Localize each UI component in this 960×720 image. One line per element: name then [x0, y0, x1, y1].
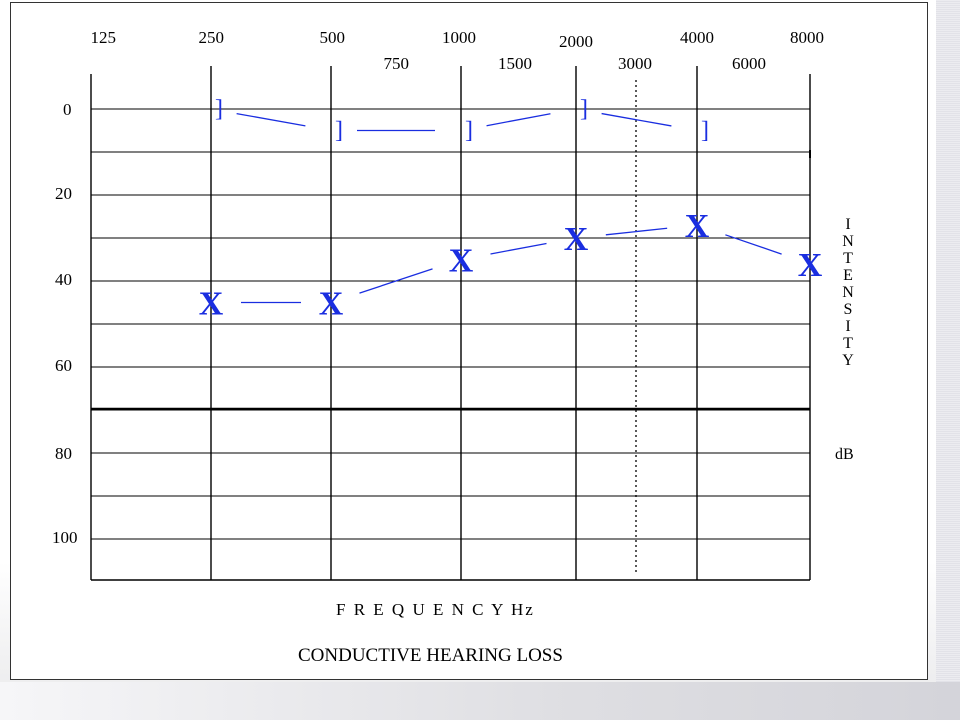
x-tick-label-top-8000: 8000	[790, 28, 824, 47]
y-axis-letter-4: N	[842, 284, 854, 301]
series-0-segment-2	[486, 113, 551, 127]
series-1-marker-2000: X	[564, 221, 589, 258]
x-tick-label-top-2000: 2000	[559, 32, 593, 51]
x-tick-label-mid-1500: 1500	[498, 54, 532, 73]
right-edge-stripes	[936, 0, 960, 720]
x-tick-label-top-500: 500	[319, 28, 346, 47]
series-0-marker-2000: ]	[580, 96, 588, 122]
x-tick-label-top-1000: 1000	[442, 28, 476, 47]
x-axis-label: F R E Q U E N C Y Hz	[336, 600, 535, 619]
bottom-shadow	[0, 682, 960, 720]
series-0-segment-3	[601, 112, 672, 127]
series-0-marker-250: ]	[215, 96, 223, 122]
series-0-marker-500: ]	[335, 118, 343, 144]
series-1-marker-4000: X	[685, 208, 710, 245]
audiogram-frame	[10, 2, 928, 680]
series-1-segment-3	[605, 227, 668, 236]
series-1-marker-500: X	[319, 286, 344, 323]
series-1-segment-4	[725, 234, 782, 255]
chart-title: CONDUCTIVE HEARING LOSS	[298, 645, 563, 666]
x-tick-label-top-125: 125	[90, 28, 117, 47]
series-0-segment-0	[236, 112, 306, 127]
y-tick-label-40: 40	[55, 270, 72, 289]
x-tick-label-mid-3000: 3000	[618, 54, 652, 73]
series-1-segment-1	[359, 268, 433, 294]
y-axis-letter-5: S	[843, 301, 853, 318]
series-0-marker-4000: ]	[701, 118, 709, 144]
series-1-segment-2	[490, 242, 547, 255]
series-1-marker-1000: X	[449, 243, 474, 280]
series-1-marker-8000: X	[798, 247, 823, 284]
x-tick-label-mid-750: 750	[383, 54, 410, 73]
y-axis-letter-1: N	[842, 233, 854, 250]
y-axis-unit: dB	[835, 446, 854, 463]
y-axis-letter-2: T	[843, 250, 853, 267]
y-axis-letter-3: E	[843, 267, 853, 284]
x-tick-label-mid-6000: 6000	[732, 54, 766, 73]
series-1-marker-250: X	[199, 286, 224, 323]
y-axis-letter-7: T	[843, 335, 853, 352]
x-tick-label-top-250: 250	[198, 28, 225, 47]
x-tick-label-top-4000: 4000	[680, 28, 714, 47]
y-axis-letter-6: I	[845, 318, 851, 335]
y-tick-label-20: 20	[55, 184, 72, 203]
y-tick-label-80: 80	[55, 444, 72, 463]
y-axis-letter-0: I	[845, 216, 851, 233]
y-tick-label-0: 0	[63, 100, 72, 119]
y-tick-label-60: 60	[55, 356, 72, 375]
series-0-marker-1000: ]	[465, 118, 473, 144]
y-tick-label-100: 100	[52, 528, 78, 547]
y-axis-letter-8: Y	[842, 352, 854, 369]
